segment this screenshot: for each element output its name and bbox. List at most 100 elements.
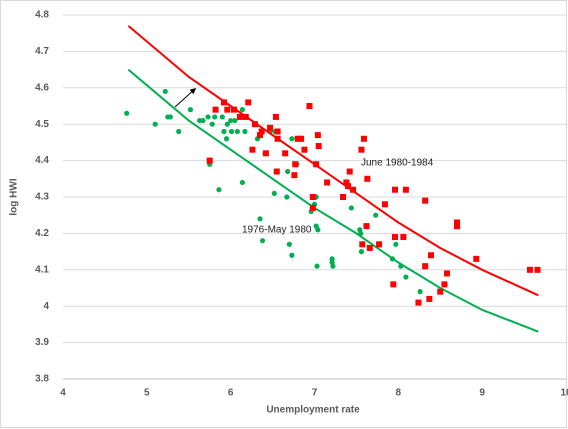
point <box>348 205 354 211</box>
point <box>262 150 269 157</box>
fit-line <box>127 25 539 297</box>
point <box>350 186 357 193</box>
point <box>454 219 461 226</box>
point <box>232 117 238 124</box>
annotation: 1976-May 1980 <box>242 225 312 236</box>
point <box>289 252 295 258</box>
point <box>234 128 240 135</box>
point <box>534 266 541 273</box>
y-tick-label: 4.4 <box>35 155 49 166</box>
point <box>289 136 295 142</box>
point <box>152 121 158 127</box>
point <box>176 128 182 135</box>
x-tick-label: 4 <box>60 388 66 399</box>
point <box>200 117 206 124</box>
point <box>301 146 308 153</box>
point <box>389 256 396 262</box>
y-tick-label: 3.9 <box>35 337 49 348</box>
y-tick-label: 3.8 <box>35 374 49 385</box>
point <box>285 168 291 175</box>
point <box>359 241 366 248</box>
point <box>400 234 407 241</box>
point <box>306 103 313 109</box>
point <box>245 99 252 106</box>
point <box>267 124 274 131</box>
point <box>228 128 235 135</box>
y-tick-label: 4.3 <box>35 192 49 203</box>
point <box>282 150 289 157</box>
point <box>390 281 397 288</box>
point <box>212 106 219 113</box>
point <box>346 168 353 175</box>
y-axis-title: log HWI <box>9 178 20 215</box>
point <box>437 288 444 295</box>
x-axis-title: Unemployment rate <box>266 405 360 416</box>
point <box>239 107 246 113</box>
arrow <box>174 87 197 108</box>
point <box>187 107 194 113</box>
point <box>298 135 305 142</box>
point <box>364 175 371 182</box>
point <box>403 274 409 280</box>
x-tick-label: 8 <box>396 388 402 399</box>
point <box>236 113 243 120</box>
point <box>402 186 409 193</box>
point <box>358 230 364 236</box>
point <box>258 128 265 135</box>
point <box>309 204 316 211</box>
point <box>415 299 422 306</box>
fit-line <box>127 68 539 333</box>
x-tick-label: 9 <box>479 388 485 399</box>
point <box>358 146 365 153</box>
point <box>242 128 248 135</box>
x-tick-label: 10 <box>560 388 568 399</box>
point <box>206 157 213 164</box>
point <box>363 223 370 230</box>
point <box>309 194 316 200</box>
point <box>257 132 264 139</box>
point <box>314 263 320 269</box>
point <box>274 135 281 142</box>
y-tick-label: 4.8 <box>35 10 49 21</box>
point <box>441 281 448 288</box>
point <box>224 106 231 113</box>
y-tick-label: 4.7 <box>35 46 49 57</box>
point <box>220 99 227 106</box>
point <box>272 113 279 120</box>
point <box>273 168 280 175</box>
point <box>124 110 130 116</box>
y-tick-label: 4.6 <box>35 82 49 93</box>
point <box>329 259 335 266</box>
point <box>422 263 429 270</box>
point <box>219 114 225 120</box>
point <box>223 136 230 142</box>
point <box>292 161 299 168</box>
point <box>315 143 322 150</box>
point <box>324 179 331 186</box>
point <box>224 121 230 127</box>
point <box>473 255 480 262</box>
x-tick-label: 6 <box>228 388 234 399</box>
point <box>381 201 388 208</box>
point <box>373 212 379 218</box>
y-tick-label: 4.1 <box>35 264 49 275</box>
point <box>313 161 320 168</box>
point <box>428 252 435 259</box>
y-tick-label: 4.5 <box>35 119 49 130</box>
point <box>291 172 298 179</box>
point <box>228 117 234 124</box>
point <box>286 241 292 247</box>
point <box>391 186 398 193</box>
point <box>239 179 246 186</box>
annotation: June 1980-1984 <box>361 158 434 169</box>
point <box>284 194 290 200</box>
point <box>443 270 450 277</box>
point <box>216 187 222 193</box>
point <box>366 244 373 251</box>
x-tick-label: 5 <box>144 388 150 399</box>
point <box>393 241 399 247</box>
point <box>422 197 429 204</box>
point <box>340 194 347 200</box>
point <box>221 128 227 135</box>
